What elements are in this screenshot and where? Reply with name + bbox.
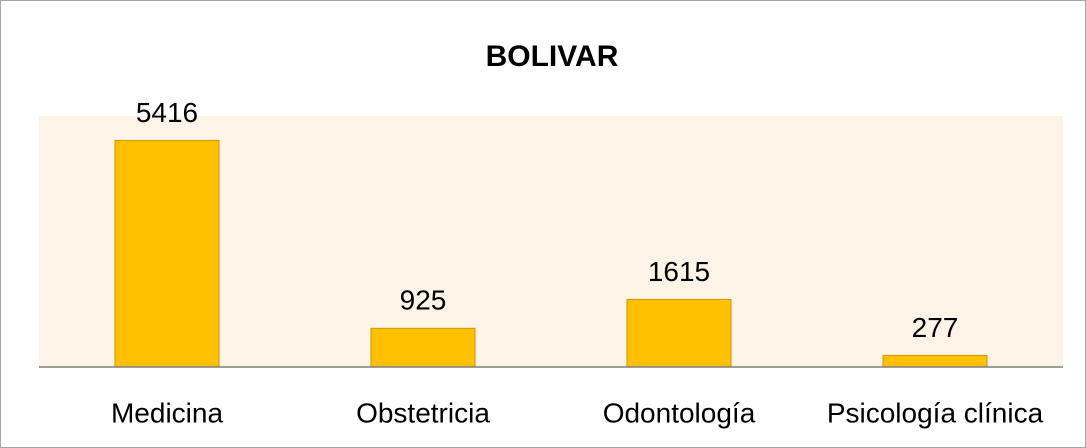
chart-title: BOLIVAR (486, 40, 619, 73)
x-tick-label: Obstetricia (356, 397, 490, 428)
value-label: 277 (912, 312, 959, 343)
x-tick-label: Odontología (603, 397, 756, 428)
value-label: 1615 (648, 256, 710, 287)
x-tick-label: Psicología clínica (827, 397, 1044, 428)
value-label: 5416 (136, 97, 198, 128)
bar (626, 298, 732, 368)
x-tick-label: Medicina (111, 397, 223, 428)
bar (114, 139, 220, 368)
bar (370, 327, 476, 368)
value-label: 925 (400, 285, 447, 316)
bar (882, 354, 988, 368)
